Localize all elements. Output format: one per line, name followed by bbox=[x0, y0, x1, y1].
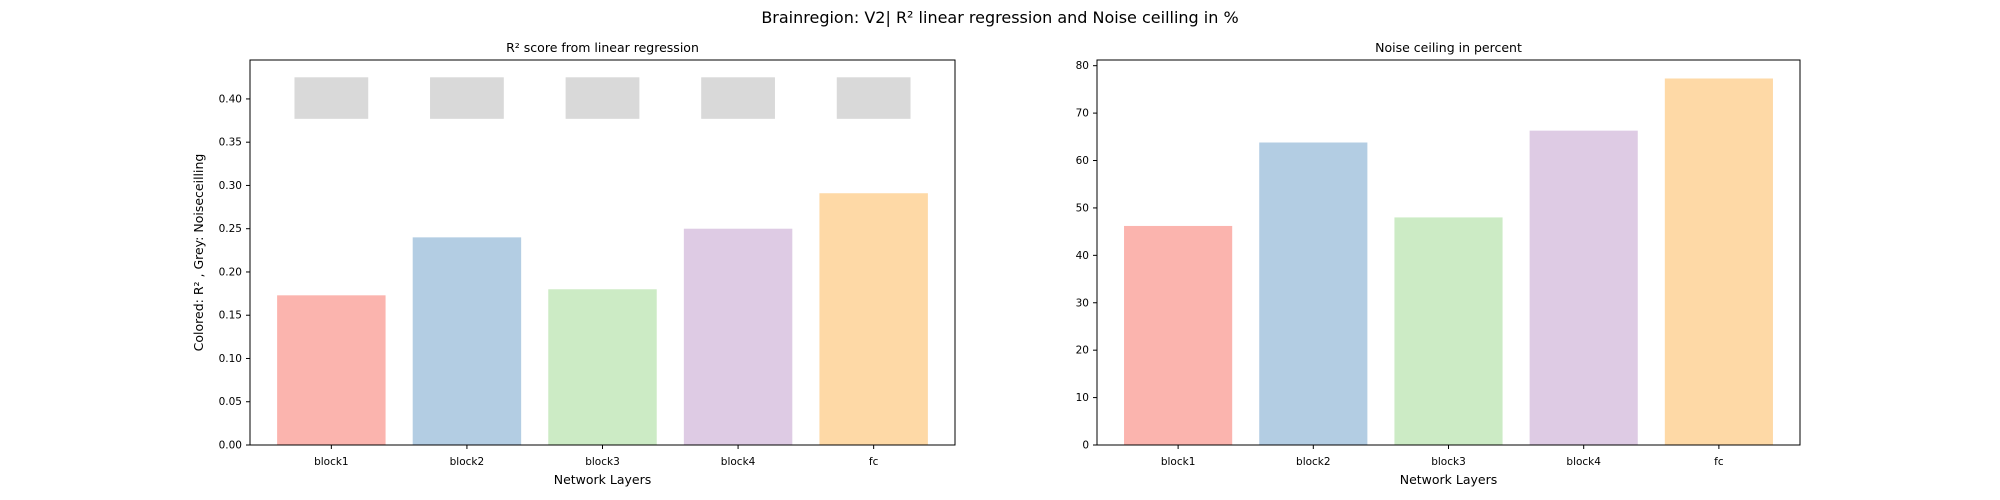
x-tick-label: block1 bbox=[314, 456, 349, 468]
bar-fc bbox=[1664, 78, 1773, 445]
x-tick-label: block2 bbox=[450, 456, 485, 468]
noise-ceiling-bar-block4 bbox=[701, 77, 775, 119]
y-tick-label: 0.15 bbox=[219, 310, 242, 322]
chart-title: R² score from linear regression bbox=[506, 40, 699, 55]
x-axis-label: Network Layers bbox=[554, 472, 652, 487]
y-tick-label: 0.25 bbox=[219, 223, 242, 235]
x-tick-label: block1 bbox=[1161, 456, 1196, 468]
y-tick-label: 0.30 bbox=[219, 180, 242, 192]
bar-block2 bbox=[412, 237, 522, 445]
x-tick-label: block3 bbox=[585, 456, 620, 468]
x-tick-label: fc bbox=[1714, 456, 1724, 468]
bar-block1 bbox=[1124, 225, 1233, 445]
y-tick-label: 30 bbox=[1076, 297, 1089, 309]
noise-ceiling-chart: 0 10 20 30 40 50 60 70 80 block1 block2 block3 block… bbox=[1076, 40, 1801, 487]
figure-title: Brainregion: V2| R² linear regression an… bbox=[761, 8, 1238, 27]
bar-fc bbox=[819, 193, 928, 445]
y-tick-label: 0.20 bbox=[219, 266, 242, 278]
x-axis-label: Network Layers bbox=[1400, 472, 1498, 487]
y-axis-label: Colored: R² , Grey: Noiseceilling bbox=[191, 154, 206, 352]
y-tick-label: 0.05 bbox=[219, 396, 242, 408]
x-tick-label: block2 bbox=[1296, 456, 1331, 468]
r2-score-chart: 0.00 0.05 0.10 0.15 0.20 0.25 0.30 0.35 0.40 bloc… bbox=[191, 40, 956, 487]
noise-ceiling-bar-block1 bbox=[294, 77, 369, 119]
x-tick-label: fc bbox=[869, 456, 879, 468]
bar-block3 bbox=[1394, 217, 1503, 445]
bar-block4 bbox=[1529, 130, 1638, 445]
y-tick-label: 0.10 bbox=[219, 353, 242, 365]
noise-ceiling-bar-fc bbox=[836, 77, 911, 119]
y-tick-label: 0.35 bbox=[219, 137, 242, 149]
bar-block3 bbox=[548, 289, 657, 445]
y-tick-label: 70 bbox=[1076, 108, 1089, 120]
x-tick-label: block3 bbox=[1431, 456, 1466, 468]
bar-block2 bbox=[1259, 142, 1368, 445]
y-tick-label: 60 bbox=[1076, 155, 1089, 167]
bar-block1 bbox=[277, 295, 386, 445]
noise-ceiling-bar-block3 bbox=[565, 77, 640, 119]
y-tick-label: 80 bbox=[1076, 60, 1089, 72]
x-tick-label: block4 bbox=[721, 456, 756, 468]
y-tick-label: 0.00 bbox=[219, 440, 242, 452]
x-tick-label: block4 bbox=[1566, 456, 1601, 468]
noise-ceiling-bar-block2 bbox=[430, 77, 504, 119]
y-tick-label: 10 bbox=[1076, 392, 1089, 404]
y-tick-label: 20 bbox=[1076, 345, 1089, 357]
chart-title: Noise ceiling in percent bbox=[1375, 40, 1522, 55]
y-tick-label: 0.40 bbox=[219, 93, 242, 105]
y-tick-label: 0 bbox=[1082, 440, 1089, 452]
y-tick-label: 40 bbox=[1076, 250, 1089, 262]
y-tick-label: 50 bbox=[1076, 202, 1089, 214]
bar-block4 bbox=[683, 228, 793, 445]
